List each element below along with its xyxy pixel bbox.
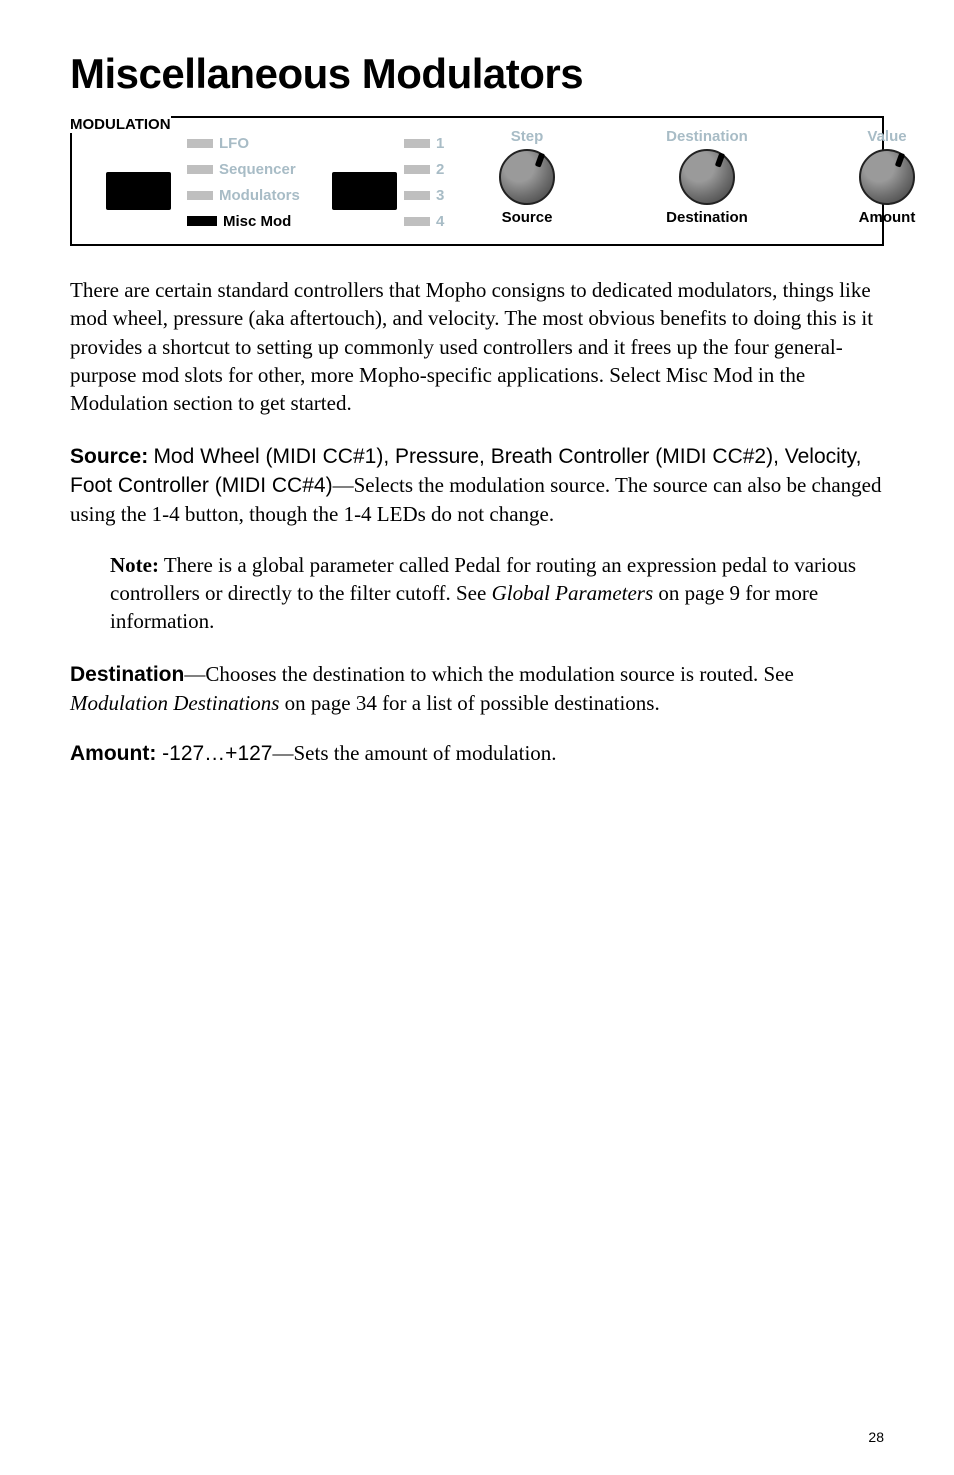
param-text-b: on page 34 for a list of possible destin…: [279, 691, 659, 715]
note-em: Global Parameters: [492, 581, 654, 605]
num-label: 2: [436, 161, 444, 178]
knob-top-label: Step: [511, 128, 544, 145]
knob-icon[interactable]: [679, 149, 735, 205]
section-label: MODULATION: [70, 116, 171, 133]
num-label: 4: [436, 213, 444, 230]
led-icon: [404, 217, 430, 226]
mode-label: Modulators: [219, 187, 300, 204]
note-block: Note: There is a global parameter called…: [110, 551, 884, 636]
mode-misc-mod: Misc Mod: [187, 208, 300, 234]
param-label: Source:: [70, 445, 148, 468]
led-icon: [404, 165, 430, 174]
led-icon: [404, 139, 430, 148]
source-param: Source: Mod Wheel (MIDI CC#1), Pressure,…: [70, 442, 884, 529]
param-values: -127…+127: [156, 742, 272, 765]
knob-top-label: Destination: [666, 128, 748, 145]
knob-row: Step Source Destination Destination Valu…: [482, 128, 932, 226]
num-label: 1: [436, 135, 444, 152]
page-number: 28: [868, 1429, 884, 1445]
mode-label: Sequencer: [219, 161, 296, 178]
knob-bottom-label: Amount: [859, 209, 916, 226]
param-label: Destination: [70, 663, 184, 686]
num-list: 1 2 3 4: [404, 130, 444, 234]
mode-modulators: Modulators: [187, 182, 300, 208]
knob-icon[interactable]: [499, 149, 555, 205]
num-1: 1: [404, 130, 444, 156]
number-select-button[interactable]: [332, 172, 397, 210]
amount-param: Amount: -127…+127—Sets the amount of mod…: [70, 739, 884, 768]
knob-amount: Value Amount: [842, 128, 932, 226]
modulation-panel: MODULATION LFO Sequencer Modulators Misc…: [70, 116, 884, 246]
led-icon: [404, 191, 430, 200]
intro-paragraph: There are certain standard controllers t…: [70, 276, 884, 418]
knob-icon[interactable]: [859, 149, 915, 205]
mode-list: LFO Sequencer Modulators Misc Mod: [187, 130, 300, 234]
mode-select-button[interactable]: [106, 172, 171, 210]
num-3: 3: [404, 182, 444, 208]
param-em: Modulation Destinations: [70, 691, 279, 715]
num-4: 4: [404, 208, 444, 234]
led-icon: [187, 191, 213, 200]
knob-top-label: Value: [867, 128, 906, 145]
knob-destination: Destination Destination: [662, 128, 752, 226]
num-2: 2: [404, 156, 444, 182]
knob-bottom-label: Destination: [666, 209, 748, 226]
num-label: 3: [436, 187, 444, 204]
param-desc: —Sets the amount of modulation.: [272, 741, 556, 765]
led-icon: [187, 216, 217, 226]
led-icon: [187, 165, 213, 174]
led-icon: [187, 139, 213, 148]
knob-bottom-label: Source: [502, 209, 553, 226]
destination-param: Destination—Chooses the destination to w…: [70, 660, 884, 718]
mode-label: LFO: [219, 135, 249, 152]
page-title: Miscellaneous Modulators: [70, 50, 884, 98]
param-text-a: —Chooses the destination to which the mo…: [184, 662, 793, 686]
mode-label: Misc Mod: [223, 213, 291, 230]
knob-source: Step Source: [482, 128, 572, 226]
note-label: Note:: [110, 553, 159, 577]
mode-sequencer: Sequencer: [187, 156, 300, 182]
mode-lfo: LFO: [187, 130, 300, 156]
param-label: Amount:: [70, 742, 156, 765]
